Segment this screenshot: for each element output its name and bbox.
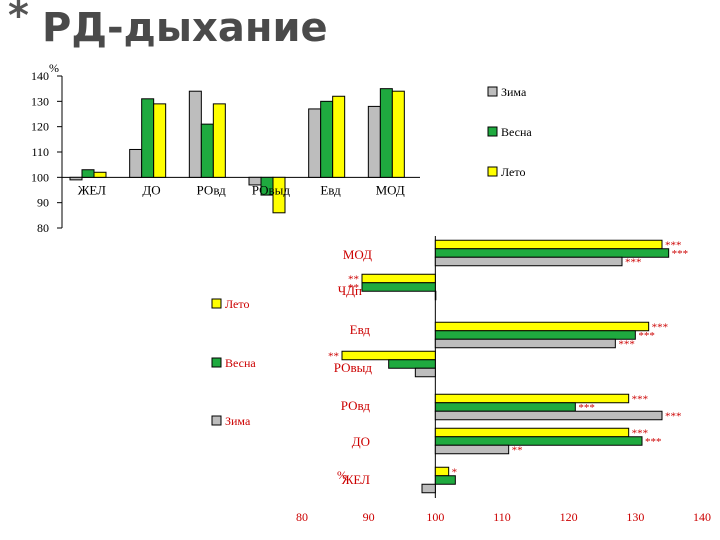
legend-label: Лето xyxy=(225,297,249,311)
x-tick-label: 90 xyxy=(363,510,375,524)
hbar-item-1-item-3 xyxy=(388,359,436,369)
significance-mark: *** xyxy=(665,411,682,423)
bar-item-1-item-4 xyxy=(320,100,334,178)
y-category-label: РОвд xyxy=(341,398,371,413)
hbar-item-1-item-2 xyxy=(434,330,636,340)
legend-label: Весна xyxy=(225,356,256,370)
y-category-label: ЖЕЛ xyxy=(342,472,370,487)
hbar-item-2-item-2 xyxy=(434,321,650,332)
bar-item-0-item-5 xyxy=(367,105,381,178)
bar-item-2-item-4 xyxy=(332,95,346,178)
legend-swatch xyxy=(487,126,498,137)
x-tick-label: 80 xyxy=(296,510,308,524)
hbar-item-2-item-5 xyxy=(434,427,630,438)
significance-mark: ** xyxy=(348,274,359,286)
legend-label: Зима xyxy=(225,414,251,428)
y-category-label: РОвыд xyxy=(334,360,373,375)
legend-swatch xyxy=(487,86,498,97)
bar-item-2-item-0 xyxy=(93,171,107,178)
bar-item-0-item-4 xyxy=(308,108,322,178)
hbar-item-2-item-1 xyxy=(361,273,436,284)
hbar-item-1-item-6 xyxy=(434,475,456,485)
hbar-item-2-item-3 xyxy=(341,350,436,361)
hbar-item-0-item-2 xyxy=(434,338,616,349)
significance-mark: *** xyxy=(652,322,669,334)
hbar-item-0-item-6 xyxy=(421,483,436,494)
legend-swatch xyxy=(487,166,498,177)
hbar-item-0-item-0 xyxy=(434,256,623,267)
y-axis-unit-label: % xyxy=(49,61,59,75)
horizontal-bar-chart: 80 90 100 110 120 130 140 МОД ЧДп Евд РОвыд РОвд ДО Ж… xyxy=(211,236,711,524)
y-category-label: МОД xyxy=(343,247,372,262)
hbar-item-2-item-6 xyxy=(434,466,450,477)
y-category-label: Евд xyxy=(350,322,371,337)
y-tick-label: 130 xyxy=(31,94,49,108)
hbar-item-2-item-4 xyxy=(434,393,630,404)
bar-item-2-item-2 xyxy=(212,103,226,178)
y-tick-label: 140 xyxy=(31,69,49,83)
bar-item-2-item-1 xyxy=(153,103,167,178)
title-asterisk: * xyxy=(8,0,29,39)
bar-item-1-item-5 xyxy=(379,88,393,178)
significance-mark: *** xyxy=(645,436,662,448)
y-tick-label: 120 xyxy=(31,120,49,134)
bar-item-0-item-1 xyxy=(129,148,143,178)
significance-mark: ** xyxy=(328,351,339,363)
legend-label: Весна xyxy=(501,125,532,139)
significance-mark: *** xyxy=(632,428,649,440)
y-tick-label: 110 xyxy=(31,145,49,159)
hbar-item-0-item-4 xyxy=(434,410,663,421)
significance-mark: *** xyxy=(672,248,689,260)
x-category-label: РОвыд xyxy=(252,182,291,197)
x-axis-unit-label: % xyxy=(337,468,347,482)
hbar-item-0-item-3 xyxy=(414,367,436,378)
hbar-item-1-item-4 xyxy=(434,402,576,412)
vertical-bar-chart: 80 90 100 110 120 130 140% ЖЕЛ ДО РОвд РОвыд Евд МОД… xyxy=(31,61,532,235)
x-tick-label: 120 xyxy=(560,510,578,524)
significance-mark: ** xyxy=(348,282,359,294)
bar-item-2-item-3 xyxy=(272,176,286,214)
hbar-item-1-item-5 xyxy=(434,436,643,446)
x-category-label: ЖЕЛ xyxy=(78,182,106,197)
y-category-label: ДО xyxy=(352,434,370,449)
significance-mark: ** xyxy=(512,445,523,457)
bar-item-1-item-1 xyxy=(141,98,155,178)
legend-swatch xyxy=(211,415,222,426)
significance-mark: *** xyxy=(638,330,655,342)
significance-mark: *** xyxy=(578,402,595,414)
bar-item-0-item-2 xyxy=(188,90,202,178)
legend-label: Лето xyxy=(501,165,525,179)
bar-item-2-item-5 xyxy=(391,90,405,178)
significance-mark: *** xyxy=(632,394,649,406)
legend-swatch xyxy=(211,357,222,368)
significance-mark: * xyxy=(452,467,458,479)
x-category-label: ДО xyxy=(142,182,160,197)
bar-item-1-item-0 xyxy=(81,169,95,178)
hbar-item-2-item-0 xyxy=(434,239,663,250)
significance-mark: *** xyxy=(618,339,635,351)
hbar-item-1-item-1 xyxy=(361,282,436,292)
y-tick-label: 80 xyxy=(37,221,49,235)
y-tick-label: 90 xyxy=(37,196,49,210)
significance-mark: *** xyxy=(665,240,682,252)
bar-item-1-item-2 xyxy=(200,123,214,178)
x-category-label: МОД xyxy=(376,182,405,197)
legend-swatch xyxy=(211,298,222,309)
x-category-label: Евд xyxy=(320,182,341,197)
x-tick-label: 140 xyxy=(693,510,711,524)
y-tick-label: 100 xyxy=(31,170,49,184)
bar-item-0-item-0 xyxy=(69,176,83,181)
y-category-label: ЧДп xyxy=(338,283,362,298)
x-tick-label: 100 xyxy=(426,510,444,524)
x-category-label: РОвд xyxy=(197,182,227,197)
title-text: РД-дыхание xyxy=(42,5,328,51)
significance-mark: *** xyxy=(625,257,642,269)
x-tick-label: 110 xyxy=(493,510,511,524)
hbar-item-0-item-5 xyxy=(434,444,510,455)
hbar-item-0-item-1 xyxy=(434,290,437,301)
legend-label: Зима xyxy=(501,85,527,99)
x-tick-label: 130 xyxy=(626,510,644,524)
